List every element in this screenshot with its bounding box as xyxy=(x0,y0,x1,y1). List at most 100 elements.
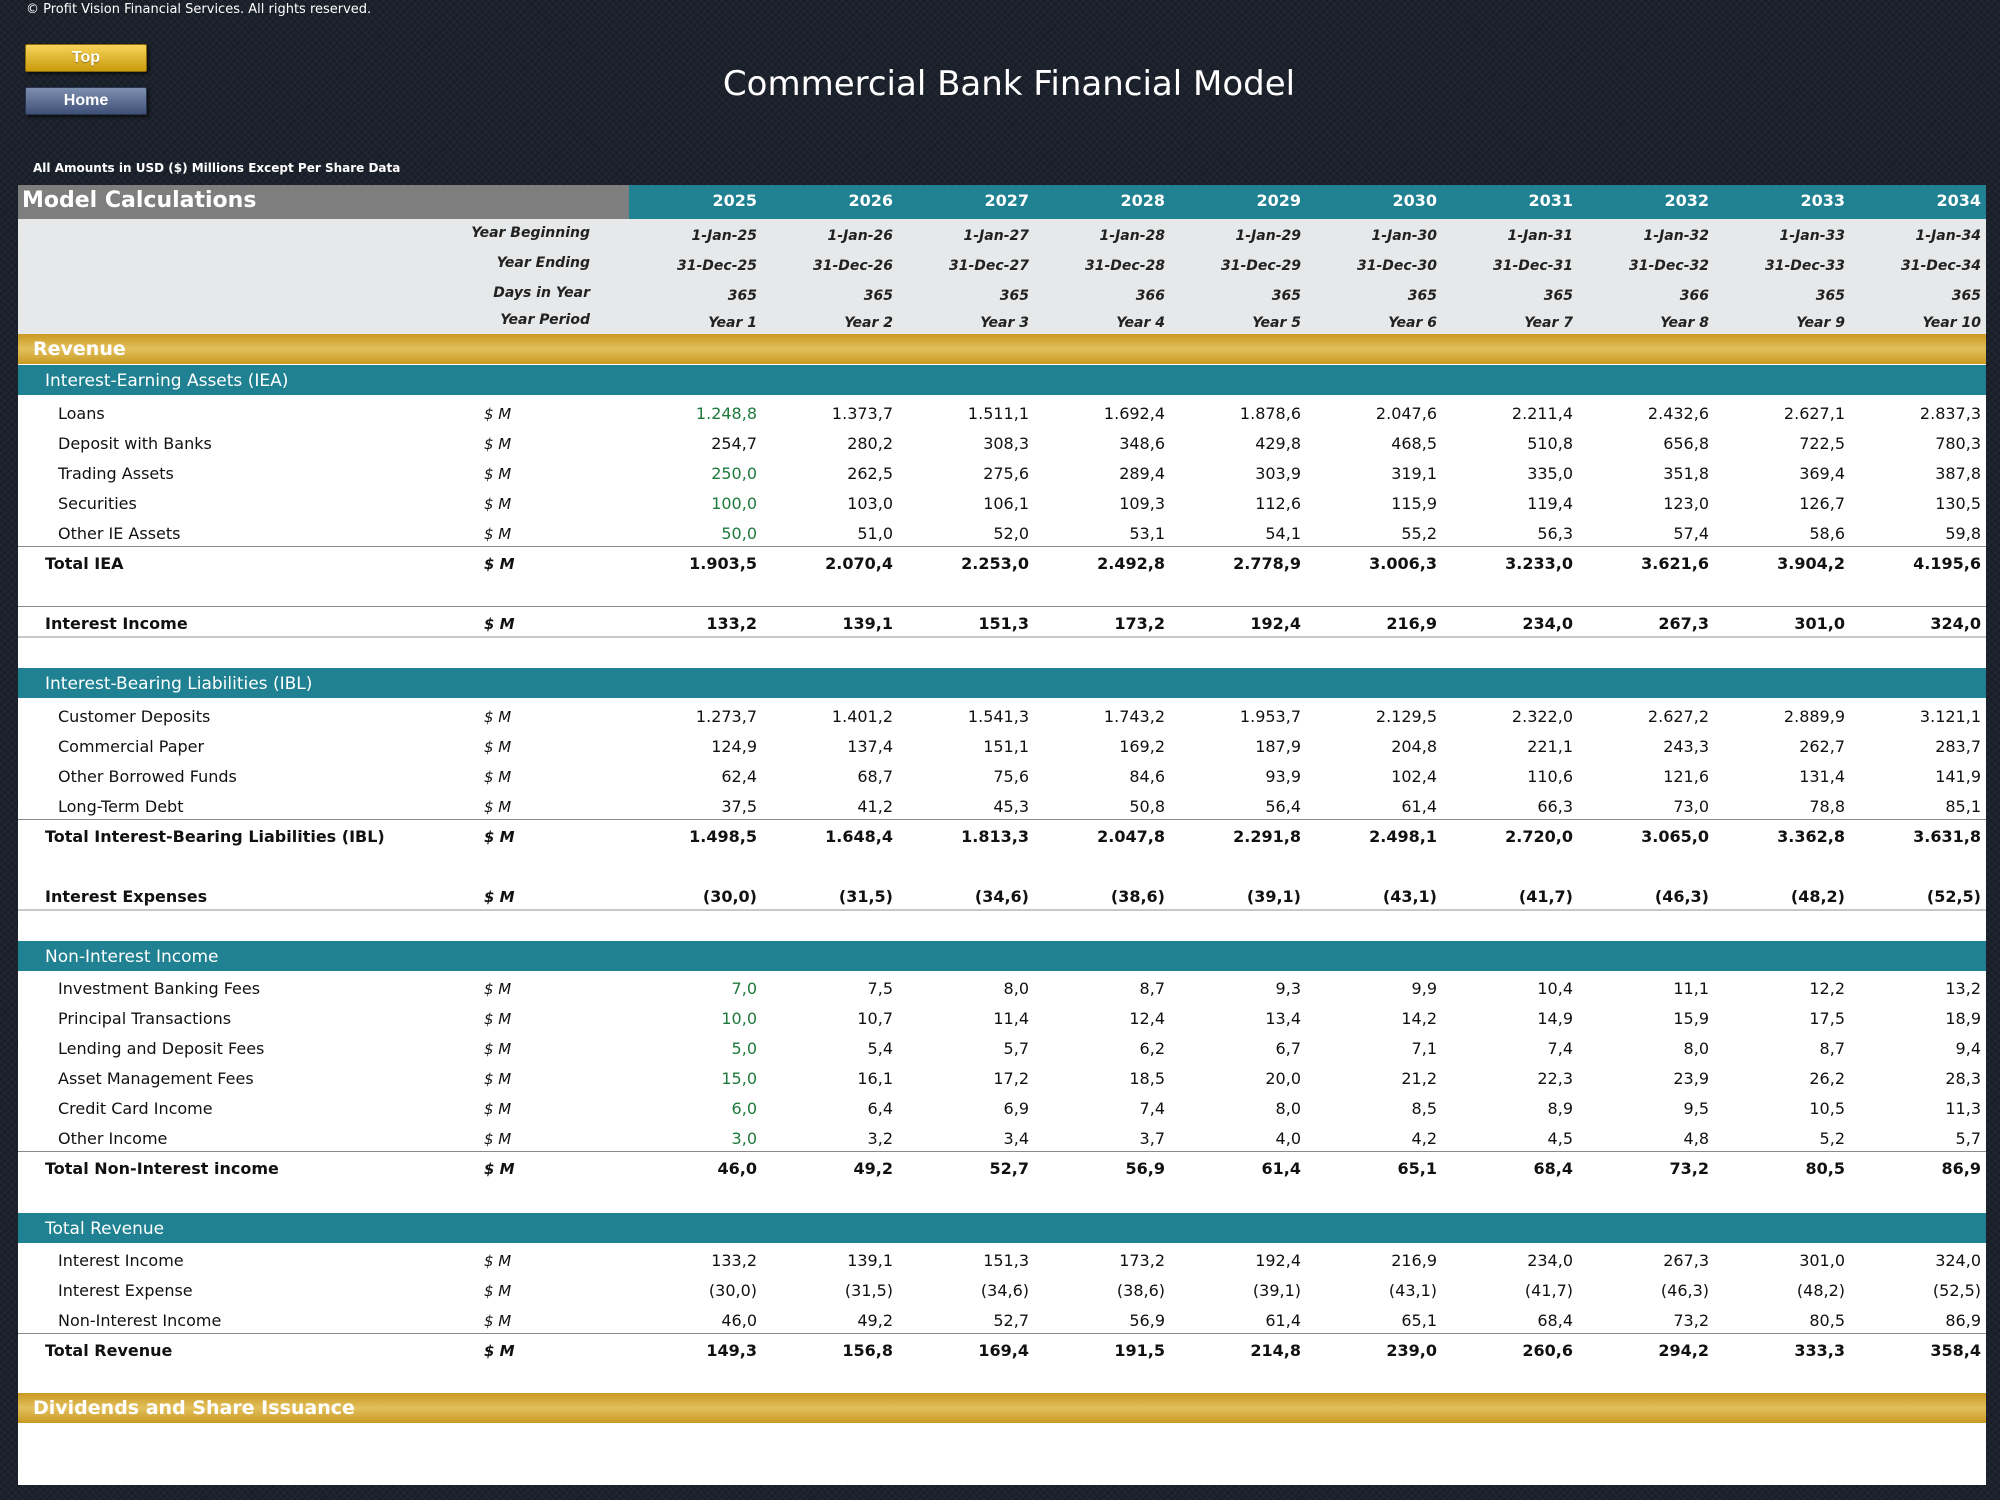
header-value: Year 3 xyxy=(980,315,1029,331)
row-value: 55,2 xyxy=(1401,524,1437,543)
header-value: 365 xyxy=(1951,288,1981,304)
total-revenue-row-label: Interest Expense xyxy=(58,1281,193,1300)
row-value: 2.492,8 xyxy=(1097,554,1165,573)
row-value: 335,0 xyxy=(1527,464,1573,483)
row-value: (46,3) xyxy=(1660,1281,1709,1300)
row-unit: $ M xyxy=(484,1010,512,1028)
row-value: (31,5) xyxy=(844,1281,893,1300)
row-unit: $ M xyxy=(484,1312,512,1330)
row-value: 294,2 xyxy=(1658,1341,1709,1360)
row-value: 65,1 xyxy=(1401,1311,1437,1330)
row-divider xyxy=(18,909,1986,911)
row-value: 267,3 xyxy=(1663,1251,1709,1270)
header-value: 1-Jan-33 xyxy=(1779,228,1845,244)
row-divider xyxy=(18,819,1986,820)
row-value: 722,5 xyxy=(1799,434,1845,453)
header-value: 31-Dec-28 xyxy=(1084,258,1165,274)
header-value: 365 xyxy=(999,288,1029,304)
iea-row-label: Securities xyxy=(58,494,137,513)
row-value: (52,5) xyxy=(1932,1281,1981,1300)
row-value: 2.322,0 xyxy=(1511,707,1573,726)
row-value: 216,9 xyxy=(1386,614,1437,633)
row-value: 358,4 xyxy=(1930,1341,1981,1360)
row-value: 308,3 xyxy=(983,434,1029,453)
row-unit: $ M xyxy=(484,1160,515,1178)
total-ibl-label: Total Interest-Bearing Liabilities (IBL) xyxy=(45,827,385,846)
row-value: 151,1 xyxy=(983,737,1029,756)
row-value: 15,9 xyxy=(1673,1009,1709,1028)
row-value: 51,0 xyxy=(857,524,893,543)
row-value: (39,1) xyxy=(1246,887,1301,906)
row-divider xyxy=(18,636,1986,638)
row-value: 22,3 xyxy=(1537,1069,1573,1088)
year-header-row: Model Calculations xyxy=(18,185,1986,219)
ibl-row-label: Commercial Paper xyxy=(58,737,205,756)
revenue-header-label: Revenue xyxy=(33,338,126,360)
row-value: 56,4 xyxy=(1265,797,1301,816)
row-value: 100,0 xyxy=(711,494,757,513)
top-button[interactable]: Top xyxy=(25,44,147,72)
row-value: 1.878,6 xyxy=(1239,404,1301,423)
row-value: 15,0 xyxy=(721,1069,757,1088)
total-revenue-section-header: Total Revenue xyxy=(18,1213,1986,1243)
row-value: 1.813,3 xyxy=(961,827,1029,846)
row-value: 119,4 xyxy=(1527,494,1573,513)
row-value: 151,3 xyxy=(983,1251,1029,1270)
row-value: 214,8 xyxy=(1250,1341,1301,1360)
nii-section-header: Non-Interest Income xyxy=(18,941,1986,971)
date-header-block xyxy=(18,219,1986,337)
row-value: 780,3 xyxy=(1935,434,1981,453)
row-value: 5,2 xyxy=(1819,1129,1845,1148)
row-value: 28,3 xyxy=(1945,1069,1981,1088)
row-value: 7,0 xyxy=(731,979,757,998)
row-value: 2.498,1 xyxy=(1369,827,1437,846)
home-button[interactable]: Home xyxy=(25,87,147,115)
row-value: 20,0 xyxy=(1265,1069,1301,1088)
row-value: 45,3 xyxy=(993,797,1029,816)
nii-row-label: Principal Transactions xyxy=(58,1009,232,1028)
row-value: 3.631,8 xyxy=(1913,827,1981,846)
header-value: 31-Dec-25 xyxy=(676,258,757,274)
row-value: (34,6) xyxy=(980,1281,1029,1300)
row-value: 50,8 xyxy=(1129,797,1165,816)
row-value: 173,2 xyxy=(1119,1251,1165,1270)
header-value: Year 8 xyxy=(1660,315,1709,331)
row-value: (43,1) xyxy=(1382,887,1437,906)
header-value: 31-Dec-32 xyxy=(1628,258,1709,274)
row-value: 13,2 xyxy=(1945,979,1981,998)
row-value: 1.692,4 xyxy=(1103,404,1165,423)
header-label: Year Ending xyxy=(496,255,590,271)
row-value: 6,0 xyxy=(731,1099,757,1118)
row-value: 239,0 xyxy=(1386,1341,1437,1360)
row-value: 10,7 xyxy=(857,1009,893,1028)
header-value: Year 7 xyxy=(1524,315,1573,331)
total-nii-label: Total Non-Interest income xyxy=(45,1159,279,1178)
row-value: (34,6) xyxy=(974,887,1029,906)
row-value: 1.541,3 xyxy=(967,707,1029,726)
row-value: 468,5 xyxy=(1391,434,1437,453)
row-value: 3,0 xyxy=(731,1129,757,1148)
row-value: 12,4 xyxy=(1129,1009,1165,1028)
row-value: 1.903,5 xyxy=(689,554,757,573)
row-value: 254,7 xyxy=(711,434,757,453)
page-title: Commercial Bank Financial Model xyxy=(722,64,1296,104)
row-value: 191,5 xyxy=(1114,1341,1165,1360)
row-value: 6,4 xyxy=(867,1099,893,1118)
row-value: 80,5 xyxy=(1805,1159,1845,1178)
row-value: 243,3 xyxy=(1663,737,1709,756)
header-value: 1-Jan-27 xyxy=(963,228,1029,244)
row-value: 46,0 xyxy=(721,1311,757,1330)
row-value: 429,8 xyxy=(1255,434,1301,453)
row-value: 1.648,4 xyxy=(825,827,893,846)
row-value: 56,3 xyxy=(1537,524,1573,543)
row-unit: $ M xyxy=(484,495,512,513)
row-value: 7,4 xyxy=(1547,1039,1573,1058)
row-value: 303,9 xyxy=(1255,464,1301,483)
header-value: Year 9 xyxy=(1796,315,1845,331)
header-value: 31-Dec-34 xyxy=(1900,258,1981,274)
row-unit: $ M xyxy=(484,1100,512,1118)
row-value: 1.953,7 xyxy=(1239,707,1301,726)
row-value: 84,6 xyxy=(1129,767,1165,786)
row-value: 9,9 xyxy=(1411,979,1437,998)
header-value: 1-Jan-30 xyxy=(1371,228,1437,244)
